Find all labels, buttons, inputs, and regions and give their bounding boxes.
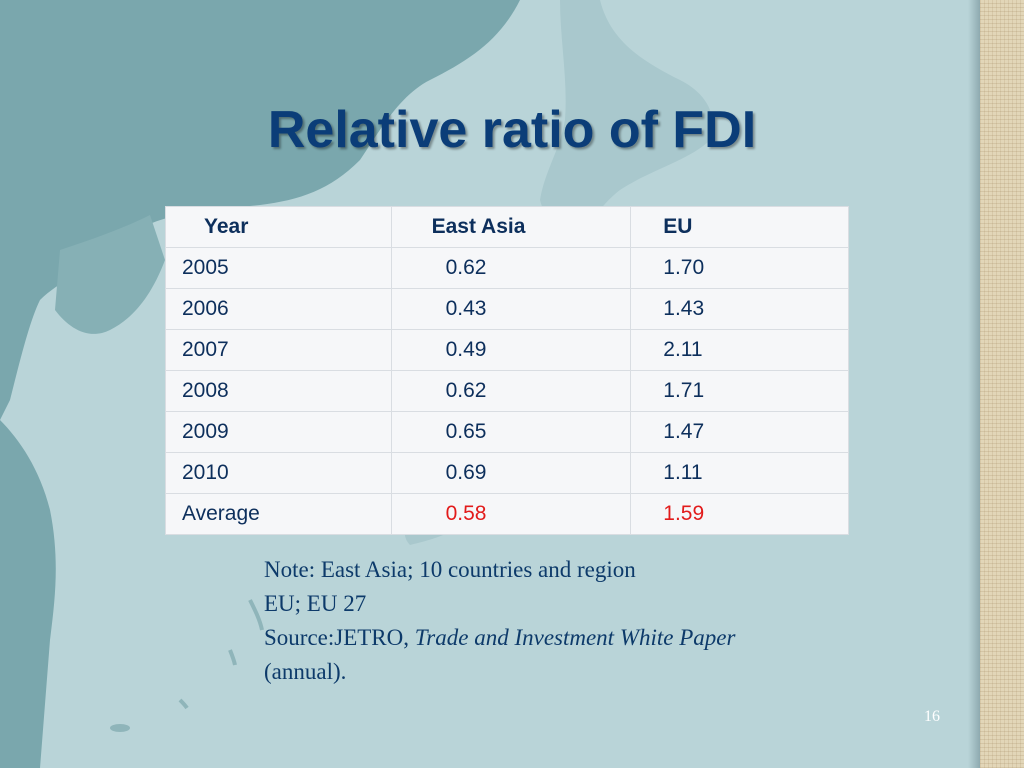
table-row: 2007 0.49 2.11: [165, 329, 849, 371]
east-asia-cell: 0.49: [390, 329, 632, 371]
island-dot: [110, 724, 130, 732]
header-east-asia: East Asia: [390, 206, 632, 248]
eu-cell: 1.70: [630, 247, 849, 289]
eu-cell: 1.71: [630, 370, 849, 412]
eu-cell: 1.47: [630, 411, 849, 453]
table-row: 2010 0.69 1.11: [165, 452, 849, 494]
fdi-ratio-table: Year East Asia EU 2005 0.62 1.70 2006 0.…: [165, 206, 849, 535]
note-line-1: Note: East Asia; 10 countries and region: [264, 557, 636, 582]
year-cell: 2006: [165, 288, 392, 330]
eu-cell: 1.43: [630, 288, 849, 330]
average-eu-cell: 1.59: [630, 493, 849, 535]
header-eu: EU: [630, 206, 849, 248]
table-row: 2006 0.43 1.43: [165, 288, 849, 330]
year-cell: 2010: [165, 452, 392, 494]
peninsula-landmass: [0, 420, 56, 768]
table-row: 2005 0.62 1.70: [165, 247, 849, 289]
east-asia-cell: 0.69: [390, 452, 632, 494]
island-chain: [178, 599, 264, 710]
source-line: Source:JETRO, Trade and Investment White…: [264, 621, 744, 689]
japan-north-island: [540, 0, 713, 250]
coast-landmass: [55, 215, 165, 334]
east-asia-cell: 0.43: [390, 288, 632, 330]
mainland-landmass: [0, 0, 520, 420]
table-header-row: Year East Asia EU: [165, 206, 849, 248]
source-title: Trade and Investment White Paper: [414, 625, 736, 650]
east-asia-cell: 0.62: [390, 247, 632, 289]
average-row: Average 0.58 1.59: [165, 493, 849, 535]
table-row: 2008 0.62 1.71: [165, 370, 849, 412]
eu-cell: 1.11: [630, 452, 849, 494]
table-note: Note: East Asia; 10 countries and region…: [264, 553, 744, 689]
east-asia-cell: 0.62: [390, 370, 632, 412]
header-year: Year: [165, 206, 392, 248]
east-asia-cell: 0.65: [390, 411, 632, 453]
slide-title: Relative ratio of FDI: [267, 101, 757, 159]
year-cell: 2005: [165, 247, 392, 289]
source-suffix: (annual).: [264, 659, 347, 684]
year-cell: 2008: [165, 370, 392, 412]
page-number: 16: [924, 708, 940, 725]
strip-shadow: [968, 0, 982, 768]
source-prefix: Source:JETRO,: [264, 625, 415, 650]
table-row: 2009 0.65 1.47: [165, 411, 849, 453]
decorative-strip: [980, 0, 1024, 768]
note-line-2: EU; EU 27: [264, 591, 367, 616]
year-cell: 2009: [165, 411, 392, 453]
average-label-cell: Average: [165, 493, 392, 535]
eu-cell: 2.11: [630, 329, 849, 371]
year-cell: 2007: [165, 329, 392, 371]
average-east-asia-cell: 0.58: [390, 493, 632, 535]
